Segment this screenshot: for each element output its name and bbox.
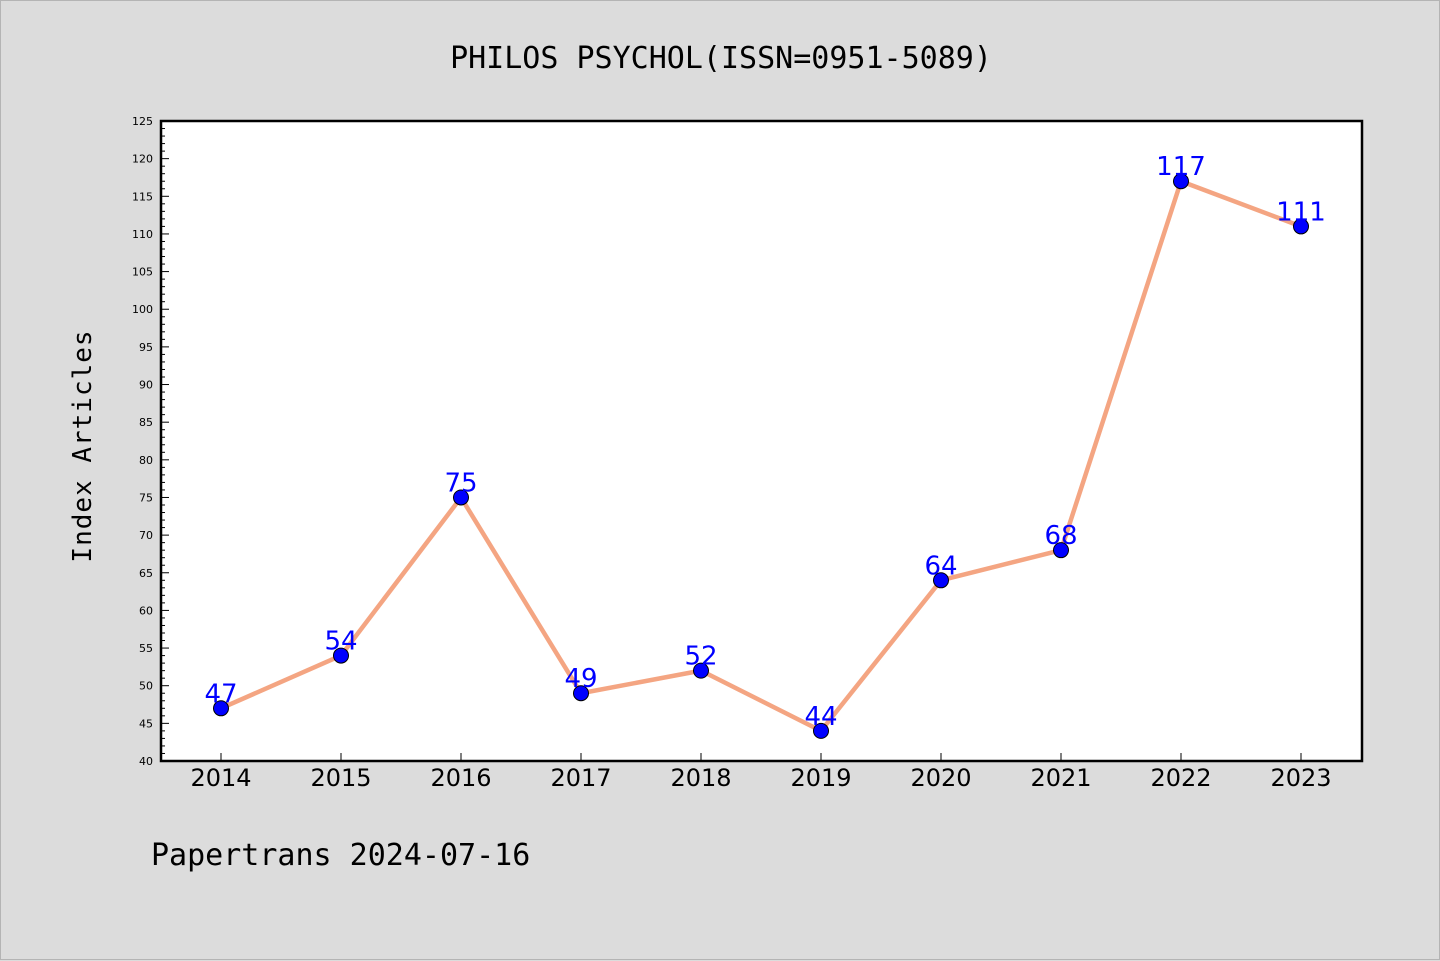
data-point: [573, 685, 589, 702]
data-point: [1173, 173, 1189, 190]
y-tick-label: 125: [132, 115, 153, 128]
data-label: 111: [1276, 197, 1326, 227]
y-tick-label: 115: [132, 190, 153, 203]
data-point: [333, 647, 349, 664]
y-tick-label: 70: [139, 529, 153, 542]
data-label: 52: [684, 642, 717, 672]
data-label: 64: [924, 551, 957, 581]
y-tick-label: 95: [139, 341, 153, 354]
y-tick-label: 50: [139, 680, 153, 693]
chart-title: PHILOS PSYCHOL(ISSN=0951-5089): [450, 41, 992, 76]
data-label: 68: [1044, 521, 1077, 551]
data-label-group: 47 54 75 49 52 44 64 68 117 111: [204, 152, 1325, 732]
data-point: [453, 489, 469, 506]
y-tick-label: 100: [132, 303, 153, 316]
y-tick-label: 120: [132, 153, 153, 166]
y-tick-label: 90: [139, 379, 153, 392]
data-point: [933, 572, 949, 589]
y-tick-label: 110: [132, 228, 153, 241]
data-point: [213, 700, 229, 717]
y-tick-label: 75: [139, 491, 153, 504]
y-tick-label: 105: [132, 266, 153, 279]
plot-area: [159, 119, 1364, 763]
data-label: 117: [1156, 152, 1206, 182]
y-tick-label: 45: [139, 717, 153, 730]
x-tick-label: 2023: [1270, 764, 1331, 792]
data-label: 54: [324, 627, 357, 657]
x-tick-label: 2022: [1150, 764, 1211, 792]
data-label: 47: [204, 679, 237, 709]
x-tick-label: 2015: [310, 764, 371, 792]
y-tick-label: 55: [139, 642, 153, 655]
y-tick-label: 40: [139, 755, 153, 768]
x-tick-label: 2014: [190, 764, 251, 792]
x-tick-label: 2019: [790, 764, 851, 792]
footer-source-date: Papertrans 2024-07-16: [151, 838, 530, 873]
y-axis-ticks: 40 45 50 55 60 65 70 75 80 85 90 95 100 105 110 115 120 1…: [132, 115, 169, 768]
data-point: [1053, 542, 1069, 559]
x-tick-label: 2020: [910, 764, 971, 792]
data-point: [813, 722, 829, 739]
x-tick-label: 2016: [430, 764, 491, 792]
y-tick-label: 65: [139, 567, 153, 580]
x-axis-ticks: 2014 2015 2016 2017 2018 2019 2020 2021 2022 2023: [190, 753, 1332, 792]
x-tick-label: 2021: [1030, 764, 1091, 792]
x-tick-label: 2018: [670, 764, 731, 792]
data-point: [693, 662, 709, 679]
x-tick-label: 2017: [550, 764, 611, 792]
y-tick-label: 60: [139, 604, 153, 617]
y-tick-label: 80: [139, 454, 153, 467]
data-label: 49: [564, 664, 597, 694]
y-axis-label: Index Articles: [68, 329, 98, 562]
data-label: 44: [804, 702, 837, 732]
data-label: 75: [444, 468, 477, 498]
series-line-group: [218, 178, 1304, 734]
series-line: [218, 178, 1304, 734]
data-point: [1293, 218, 1309, 235]
y-tick-label: 85: [139, 416, 153, 429]
series-point-group: [213, 173, 1309, 739]
